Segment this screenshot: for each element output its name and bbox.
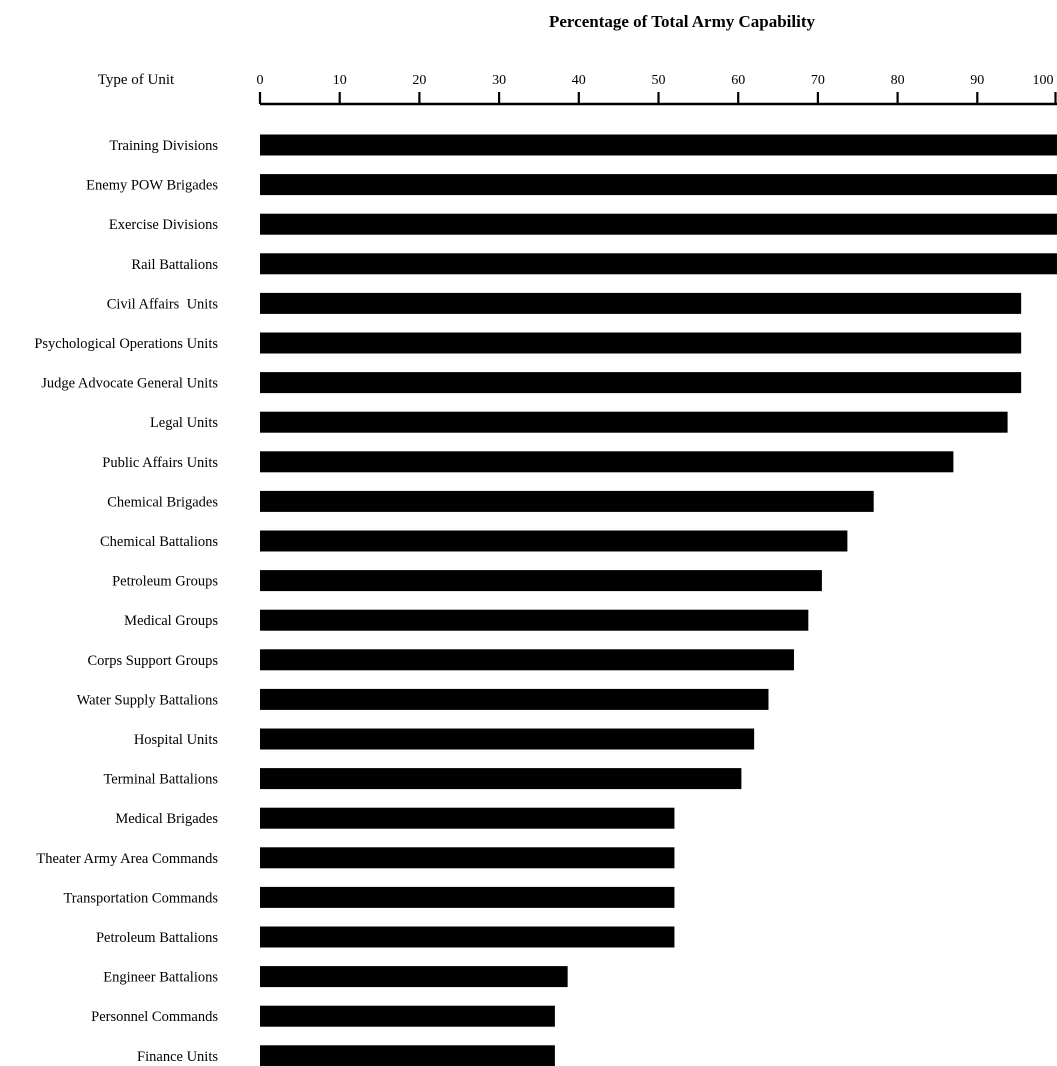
bar (260, 530, 848, 552)
bar (260, 292, 1022, 314)
category-label: Theater Army Area Commands (36, 851, 218, 867)
x-tick-label: 40 (572, 73, 586, 88)
bar (260, 134, 1057, 156)
bar (260, 490, 874, 512)
category-label: Civil Affairs Units (107, 296, 219, 312)
x-tick-label: 50 (652, 73, 666, 88)
chart-title: Percentage of Total Army Capability (549, 12, 815, 31)
bar (260, 768, 742, 790)
bar (260, 649, 794, 671)
x-tick-label: 0 (257, 73, 264, 88)
category-label: Water Supply Battalions (77, 692, 219, 708)
bar (260, 609, 809, 631)
bar (260, 688, 769, 710)
category-label: Engineer Battalions (103, 970, 218, 986)
category-label: Hospital Units (134, 732, 219, 748)
category-label: Personnel Commands (91, 1009, 218, 1025)
category-label: Rail Battalions (131, 257, 218, 273)
bar (260, 926, 675, 948)
category-label: Corps Support Groups (87, 653, 218, 669)
category-header: Type of Unit (98, 72, 175, 88)
category-label: Medical Groups (124, 613, 218, 629)
category-label: Terminal Battalions (103, 772, 218, 788)
category-label: Training Divisions (109, 138, 218, 154)
category-label: Psychological Operations Units (34, 336, 218, 352)
category-label: Legal Units (150, 415, 218, 431)
x-axis-ticks (258, 92, 1057, 104)
category-label: Chemical Brigades (107, 494, 218, 510)
x-tick-label: 10 (333, 73, 347, 88)
bar (260, 1045, 555, 1066)
bar (260, 174, 1057, 196)
x-tick-label: 90 (970, 73, 984, 88)
category-label: Judge Advocate General Units (41, 376, 218, 392)
bar (260, 1005, 555, 1027)
bar (260, 966, 568, 988)
bar (260, 570, 822, 592)
bar (260, 372, 1022, 394)
bars (260, 134, 1057, 1066)
category-label: Public Affairs Units (102, 455, 218, 471)
category-label: Chemical Battalions (100, 534, 218, 550)
x-tick-label: 60 (731, 73, 745, 88)
bar (260, 332, 1022, 354)
bar (260, 411, 1008, 433)
bar (260, 213, 1057, 235)
x-tick-label: 30 (492, 73, 506, 88)
x-tick-label: 80 (891, 73, 905, 88)
bar (260, 847, 675, 869)
category-label: Exercise Divisions (109, 217, 218, 233)
x-tick-label: 100 (1033, 73, 1054, 88)
x-tick-label: 20 (412, 73, 426, 88)
category-label: Medical Brigades (115, 811, 218, 827)
x-tick-label: 70 (811, 73, 825, 88)
x-axis-tick-labels: 0 10 20 30 40 50 60 70 80 90 100 (257, 73, 1054, 88)
bar (260, 728, 755, 750)
bar (260, 253, 1057, 275)
bar (260, 886, 675, 908)
category-label: Enemy POW Brigades (86, 178, 218, 194)
bar (260, 451, 954, 473)
category-label: Finance Units (137, 1049, 218, 1065)
category-label: Transportation Commands (63, 890, 218, 906)
category-label: Petroleum Groups (112, 574, 218, 590)
bar (260, 807, 675, 829)
category-label: Petroleum Battalions (96, 930, 218, 946)
category-labels: Training Divisions Enemy POW Brigades Exer… (34, 138, 218, 1065)
